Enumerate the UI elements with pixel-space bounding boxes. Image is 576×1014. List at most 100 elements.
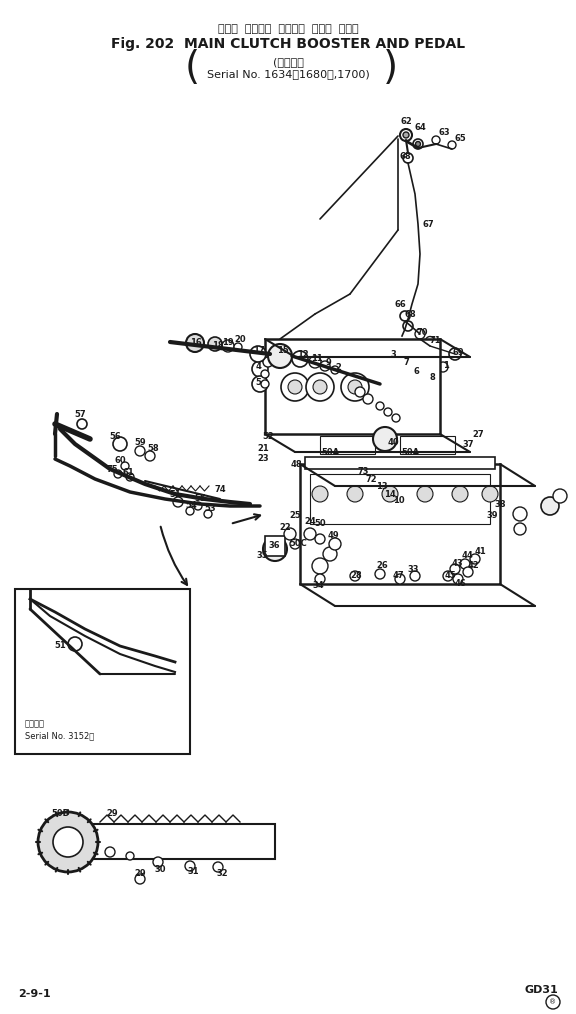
Circle shape [135, 446, 145, 456]
Text: Serial No. 1634～1680～,1700): Serial No. 1634～1680～,1700) [207, 69, 369, 79]
Circle shape [222, 340, 234, 352]
Text: 5: 5 [255, 377, 261, 386]
Circle shape [126, 473, 134, 481]
Text: 51: 51 [169, 490, 181, 499]
Text: 30: 30 [154, 865, 166, 873]
Text: (適用号機: (適用号機 [272, 57, 304, 67]
Circle shape [392, 414, 400, 422]
Circle shape [304, 528, 316, 540]
Text: Fig. 202  MAIN CLUTCH BOOSTER AND PEDAL: Fig. 202 MAIN CLUTCH BOOSTER AND PEDAL [111, 37, 465, 51]
Text: 71: 71 [429, 336, 441, 345]
Text: 35: 35 [256, 552, 268, 561]
Text: 58: 58 [147, 443, 159, 452]
Circle shape [426, 337, 434, 346]
Text: 38: 38 [494, 500, 506, 508]
Circle shape [403, 321, 413, 331]
Text: 62: 62 [400, 117, 412, 126]
Circle shape [417, 486, 433, 502]
Text: 57: 57 [74, 410, 86, 419]
Text: 55: 55 [194, 494, 206, 503]
Circle shape [252, 361, 268, 377]
Text: (: ( [184, 49, 199, 87]
Text: 25: 25 [289, 511, 301, 520]
Text: 56: 56 [109, 432, 121, 440]
Text: 47: 47 [392, 572, 404, 580]
Circle shape [261, 370, 269, 378]
Circle shape [113, 437, 127, 451]
Circle shape [375, 569, 385, 579]
Text: 73: 73 [357, 466, 369, 476]
Text: ®: ® [550, 999, 556, 1005]
Circle shape [114, 470, 122, 478]
Text: 66: 66 [394, 299, 406, 308]
Text: 8: 8 [429, 372, 435, 381]
Circle shape [309, 356, 321, 368]
Text: 50B: 50B [51, 809, 69, 818]
Circle shape [413, 139, 423, 149]
Circle shape [341, 373, 369, 401]
Circle shape [313, 380, 327, 394]
Text: 41: 41 [474, 548, 486, 557]
Circle shape [432, 136, 440, 144]
Text: 39: 39 [486, 511, 498, 520]
Text: 26: 26 [376, 562, 388, 571]
Circle shape [250, 346, 266, 362]
Text: 29: 29 [134, 869, 146, 878]
Text: 27: 27 [472, 430, 484, 438]
Circle shape [292, 351, 308, 367]
Text: 60: 60 [114, 455, 126, 464]
Text: 48: 48 [290, 459, 302, 468]
Text: 37: 37 [463, 439, 473, 448]
Circle shape [329, 538, 341, 550]
Text: 44: 44 [461, 552, 473, 561]
Bar [15, 589, 190, 754]
Circle shape [263, 537, 287, 561]
Circle shape [450, 564, 460, 574]
Text: 18: 18 [212, 341, 224, 350]
Circle shape [400, 311, 410, 321]
Bar [265, 339, 440, 434]
Bar [310, 474, 490, 524]
Circle shape [105, 847, 115, 857]
Text: 40: 40 [387, 437, 399, 446]
Circle shape [135, 874, 145, 884]
Circle shape [234, 343, 242, 351]
Text: 50: 50 [314, 519, 326, 528]
Text: 2: 2 [335, 362, 341, 371]
Circle shape [460, 559, 470, 569]
Circle shape [263, 357, 273, 367]
Text: 24: 24 [304, 517, 316, 526]
Circle shape [513, 507, 527, 521]
Text: 68: 68 [404, 309, 416, 318]
Text: 20: 20 [234, 335, 246, 344]
Circle shape [145, 451, 155, 461]
Text: 28: 28 [350, 572, 362, 580]
Text: 14: 14 [384, 490, 396, 499]
Bar [60, 824, 275, 859]
Bar [300, 464, 500, 584]
Text: 50A: 50A [401, 447, 419, 456]
Bar [265, 536, 285, 556]
Circle shape [384, 408, 392, 416]
Circle shape [463, 567, 473, 577]
Circle shape [347, 486, 363, 502]
Circle shape [53, 827, 83, 857]
Circle shape [399, 362, 409, 372]
Circle shape [331, 366, 339, 374]
Circle shape [173, 497, 183, 507]
Text: メイン  クラッチ  ブースタ  および  ペダル: メイン クラッチ ブースタ および ペダル [218, 24, 358, 34]
Circle shape [315, 574, 325, 584]
Bar [320, 436, 375, 454]
Text: ): ) [382, 49, 397, 87]
Text: 19: 19 [222, 338, 234, 347]
Text: 63: 63 [438, 128, 450, 137]
Text: 3: 3 [390, 350, 396, 359]
Circle shape [408, 369, 418, 379]
Text: 70: 70 [416, 328, 428, 337]
Text: 21: 21 [257, 443, 269, 452]
Circle shape [186, 334, 204, 352]
Circle shape [350, 571, 360, 581]
Circle shape [415, 142, 420, 146]
Text: 61: 61 [122, 467, 134, 477]
Circle shape [68, 637, 82, 651]
